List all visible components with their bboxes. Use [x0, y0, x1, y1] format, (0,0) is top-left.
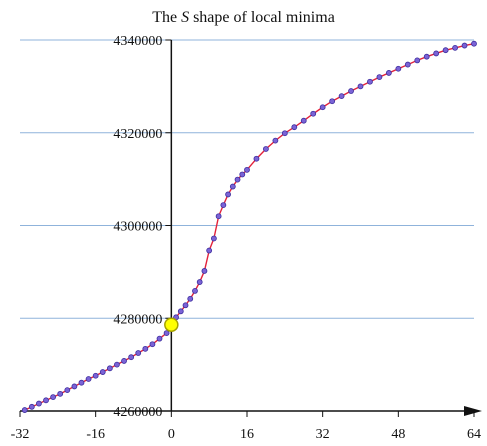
data-point [220, 202, 227, 208]
data-point [71, 383, 78, 390]
y-axis-tick-label: 4340000 [113, 34, 162, 49]
data-point [263, 146, 269, 152]
data-point [50, 394, 57, 400]
data-point [78, 379, 85, 386]
series-layer [21, 40, 477, 413]
chart-title-italic: S [181, 9, 189, 26]
data-point [206, 247, 213, 254]
highlight-layer [164, 317, 179, 332]
data-point [423, 53, 430, 60]
data-point [310, 110, 317, 117]
data-point [395, 65, 402, 72]
data-point [253, 155, 260, 162]
data-point [281, 130, 288, 137]
data-point [114, 361, 120, 368]
gridlines [20, 39, 474, 319]
data-point [36, 400, 42, 407]
data-point [201, 268, 208, 274]
data-point [156, 335, 163, 342]
data-point [177, 308, 184, 315]
data-point [319, 104, 326, 111]
data-point [192, 287, 198, 294]
x-axis-tick-label: 48 [391, 427, 405, 442]
x-axis-tick-label: -16 [86, 427, 105, 442]
data-point [225, 191, 231, 198]
chart-title-prefix: The [152, 9, 181, 26]
data-point [182, 302, 189, 309]
data-point [196, 279, 203, 285]
data-point [404, 61, 411, 68]
data-point [244, 166, 250, 173]
data-point [149, 341, 156, 348]
data-point [135, 350, 142, 356]
data-point [21, 407, 28, 413]
data-point [239, 171, 246, 178]
chart-title: The S shape of local minima [152, 9, 335, 26]
data-point [414, 57, 421, 64]
x-axis-tick-label: 16 [240, 427, 254, 442]
data-point [128, 354, 135, 361]
data-point [210, 235, 217, 242]
x-axis-tick-label: -32 [11, 427, 30, 442]
data-point [215, 213, 222, 220]
data-point [433, 50, 440, 57]
data-point [329, 98, 336, 105]
data-point [187, 295, 194, 302]
data-point [272, 137, 279, 144]
data-point [471, 40, 477, 47]
axes [20, 40, 482, 416]
data-point [348, 88, 354, 94]
data-point [92, 372, 99, 379]
y-axis-tick-label: 4320000 [113, 127, 162, 142]
data-point [300, 117, 307, 124]
x-axis-arrow-icon [464, 406, 482, 416]
x-axis-ticks: -32 -16 0 16 32 48 64 [11, 411, 481, 442]
chart-title-suffix: shape of local minima [189, 9, 335, 26]
data-point [229, 183, 236, 190]
data-point [28, 403, 35, 410]
data-point [64, 387, 71, 394]
highlighted-data-point [164, 317, 179, 332]
data-point [291, 124, 298, 131]
data-point [338, 93, 345, 100]
data-point [357, 83, 364, 90]
data-point [121, 358, 127, 364]
x-axis-tick-label: 32 [316, 427, 330, 442]
series-line-1 [24, 43, 475, 411]
y-axis-tick-label: 4260000 [113, 405, 162, 420]
data-point [461, 42, 468, 49]
x-axis-tick-label: 0 [168, 427, 175, 442]
data-point [106, 365, 113, 372]
data-point [43, 397, 49, 404]
y-axis-tick-label: 4300000 [113, 220, 162, 235]
data-point [376, 74, 383, 80]
x-axis-tick-label: 64 [467, 427, 481, 442]
y-axis-tick-label: 4280000 [113, 312, 162, 327]
data-point [57, 390, 64, 397]
data-point [234, 176, 241, 183]
data-point [442, 47, 449, 54]
data-point [163, 330, 170, 336]
data-point [85, 376, 92, 382]
data-point [99, 369, 106, 375]
data-point [385, 70, 392, 76]
data-point [367, 78, 373, 85]
data-point [452, 44, 458, 51]
data-point [142, 345, 149, 352]
y-axis-ticks: 4260000 4280000 4300000 4320000 4340000 [113, 34, 172, 420]
